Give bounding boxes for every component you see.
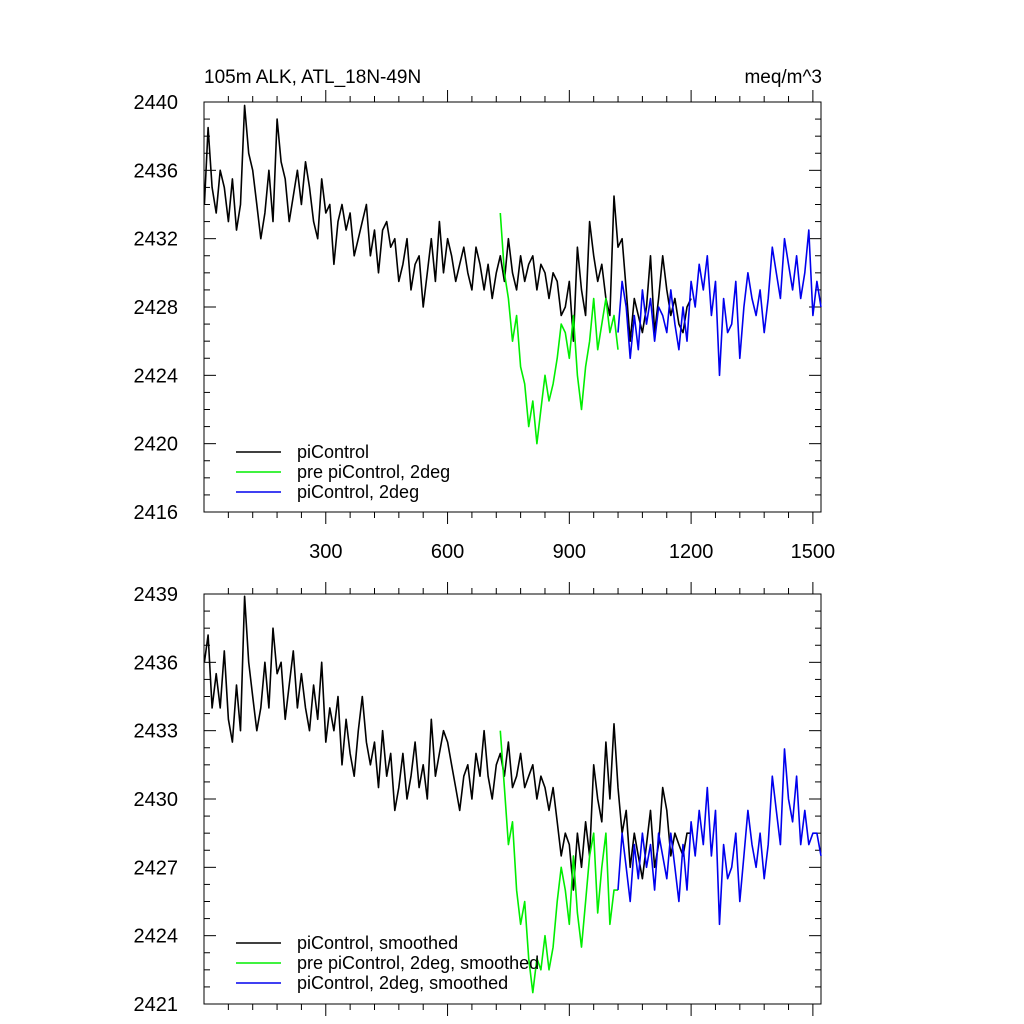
legend-label: pre piControl, 2deg, smoothed <box>297 953 539 973</box>
y-tick-label: 2432 <box>134 229 179 251</box>
legend-label: piControl <box>297 442 369 462</box>
series-line-1 <box>203 595 692 891</box>
series-line-1 <box>203 104 692 343</box>
y-tick-label: 2436 <box>134 160 179 182</box>
y-tick-label: 2439 <box>134 584 179 606</box>
bottom-panel: 2421 2424 2427 2430 2433 2436 2439 piControl, … <box>134 582 822 1016</box>
x-tick-label: 900 <box>553 541 586 563</box>
y-tick-label: 2421 <box>134 994 179 1016</box>
legend-label: pre piControl, 2deg <box>297 462 450 482</box>
series-lines-bottom <box>203 595 822 994</box>
series-lines-top <box>203 104 822 445</box>
y-tick-label: 2427 <box>134 857 179 879</box>
y-tick-label: 2433 <box>134 721 179 743</box>
axes-top: 2416 2420 2424 2428 2432 2436 2440 300 600 900 120… <box>134 90 836 563</box>
axes-bottom: 2421 2424 2427 2430 2433 2436 2439 <box>134 582 821 1016</box>
y-tick-label: 2430 <box>134 789 179 811</box>
series-line-2 <box>499 730 618 994</box>
y-tick-label: 2428 <box>134 297 179 319</box>
y-tick-label: 2440 <box>134 92 179 114</box>
series-line-2 <box>499 212 619 445</box>
legend-label: piControl, 2deg <box>297 482 419 502</box>
series-line-3 <box>617 748 822 926</box>
x-tick-label: 300 <box>309 541 342 563</box>
series-line-3 <box>617 229 822 377</box>
x-tick-label: 600 <box>431 541 464 563</box>
chart-title: 105m ALK, ATL_18N-49N <box>204 67 421 88</box>
y-tick-label: 2424 <box>134 365 179 387</box>
y-tick-label: 2424 <box>134 926 179 948</box>
x-tick-label: 1200 <box>669 541 714 563</box>
legend-label: piControl, 2deg, smoothed <box>297 973 508 993</box>
units-label: meq/m^3 <box>744 67 822 88</box>
legend-label: piControl, smoothed <box>297 933 458 953</box>
y-tick-label: 2416 <box>134 502 179 524</box>
x-tick-label: 1500 <box>791 541 836 563</box>
top-panel: 105m ALK, ATL_18N-49N meq/m^3 2416242024… <box>134 67 836 563</box>
y-tick-label: 2420 <box>134 434 179 456</box>
y-tick-label: 2436 <box>134 652 179 674</box>
